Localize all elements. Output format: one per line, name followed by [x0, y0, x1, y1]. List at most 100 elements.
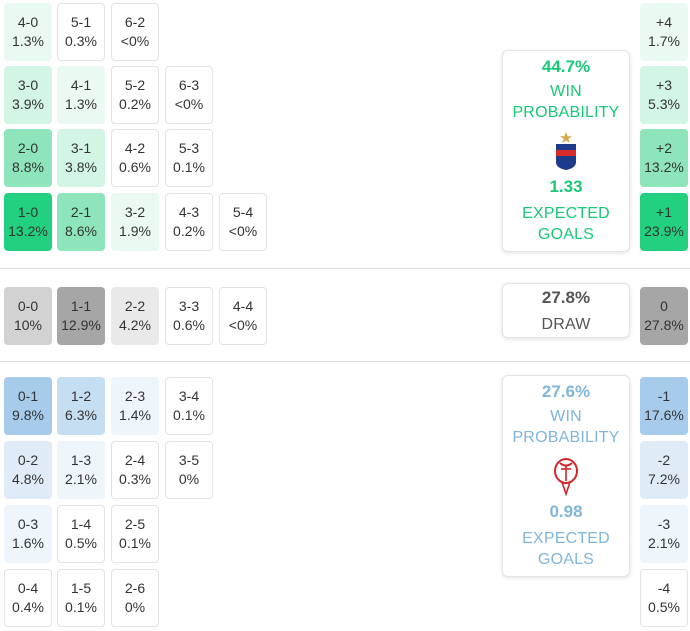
away-score-cell-probability: 0.4%	[12, 599, 44, 615]
away-score-cell: 1-2 6.3%	[57, 377, 105, 435]
away-win-label: WIN	[550, 408, 582, 425]
home-score-cell-probability: <0%	[228, 223, 258, 239]
away-score-cell: 3-4 0.1%	[165, 377, 213, 435]
away-score-cell-probability: 1.4%	[119, 407, 151, 423]
draw-score-cell-probability: 12.9%	[61, 317, 101, 333]
home-score-cell: 2-1 8.6%	[57, 193, 105, 251]
tigre-crest-icon	[556, 132, 576, 170]
draw-score-cell-label: 0-0	[17, 298, 39, 314]
home-score-cell-label: 5-4	[232, 204, 254, 220]
away-score-cell-probability: 0%	[178, 471, 200, 487]
home-win-label: WIN	[550, 83, 582, 100]
home-score-cell: 3-1 3.8%	[57, 129, 105, 187]
away-score-cell-label: 3-4	[178, 388, 200, 404]
home-score-cell-label: 3-0	[17, 77, 39, 93]
home-expected-label: EXPECTED	[522, 205, 610, 222]
draw-margin-cell-label: 0	[660, 298, 668, 314]
huracan-crest-icon	[554, 458, 578, 496]
home-summary-card: 44.7% WIN PROBABILITY 1.33 EXPECTED GOAL…	[502, 50, 630, 252]
home-score-cell: 5-3 0.1%	[165, 129, 213, 187]
home-score-cell-probability: 3.8%	[65, 159, 97, 175]
away-score-cell-probability: 4.8%	[12, 471, 44, 487]
home-score-cell-label: 2-1	[70, 204, 92, 220]
home-score-cell-probability: 0.6%	[119, 159, 151, 175]
home-score-cell: 3-2 1.9%	[111, 193, 159, 251]
away-score-cell-label: 1-2	[70, 388, 92, 404]
draw-margin-cell-probability: 27.8%	[644, 317, 684, 333]
away-score-cell-probability: 0.1%	[173, 407, 205, 423]
away-score-cell-probability: 0%	[124, 599, 146, 615]
home-score-cell-label: 6-2	[124, 14, 146, 30]
away-score-cell-probability: 2.1%	[65, 471, 97, 487]
away-score-cell: 2-6 0%	[111, 569, 159, 627]
home-score-cell: 2-0 8.8%	[4, 129, 52, 187]
home-score-cell-label: 5-2	[124, 77, 146, 93]
home-score-cell-label: 3-2	[124, 204, 146, 220]
away-margin-cell: -1 17.6%	[640, 377, 688, 435]
home-score-cell-probability: 1.3%	[12, 33, 44, 49]
away-score-cell-label: 0-2	[17, 452, 39, 468]
home-score-cell-probability: 1.3%	[65, 96, 97, 112]
away-score-cell-probability: 0.5%	[65, 535, 97, 551]
away-margin-cell: -2 7.2%	[640, 441, 688, 499]
away-margin-cell-label: -1	[657, 388, 671, 404]
home-score-cell-probability: 3.9%	[12, 96, 44, 112]
home-score-cell-label: 4-2	[124, 140, 146, 156]
away-margin-cell: -3 2.1%	[640, 505, 688, 563]
away-score-cell-label: 2-6	[124, 580, 146, 596]
home-score-cell-label: 5-1	[70, 14, 92, 30]
home-margin-cell-probability: 13.2%	[644, 159, 684, 175]
away-margin-cell-probability: 17.6%	[644, 407, 684, 423]
home-margin-cell: +4 1.7%	[640, 3, 688, 61]
home-score-cell-probability: 0.1%	[173, 159, 205, 175]
away-score-cell-label: 0-4	[17, 580, 39, 596]
away-score-cell-label: 2-3	[124, 388, 146, 404]
home-score-cell: 1-0 13.2%	[4, 193, 52, 251]
home-probability-label: PROBABILITY	[512, 104, 620, 121]
home-margin-cell-probability: 5.3%	[648, 96, 680, 112]
draw-probability: 27.8%	[541, 288, 591, 307]
home-margin-cell: +1 23.9%	[640, 193, 688, 251]
draw-summary-card: 27.8% DRAW	[502, 283, 630, 338]
draw-score-cell-probability: 0.6%	[173, 317, 205, 333]
home-score-cell-label: 2-0	[17, 140, 39, 156]
home-score-cell: 6-3 <0%	[165, 66, 213, 124]
away-margin-cell-label: -4	[657, 580, 671, 596]
away-margin-cell-probability: 7.2%	[648, 471, 680, 487]
home-score-cell-probability: <0%	[174, 96, 204, 112]
away-score-cell: 3-5 0%	[165, 441, 213, 499]
away-score-cell: 2-3 1.4%	[111, 377, 159, 435]
away-score-cell: 0-2 4.8%	[4, 441, 52, 499]
home-margin-cell: +3 5.3%	[640, 66, 688, 124]
away-margin-cell-label: -3	[657, 516, 671, 532]
draw-score-cell-probability: <0%	[228, 317, 258, 333]
home-win-probability: 44.7%	[541, 57, 591, 76]
draw-score-cell: 2-2 4.2%	[111, 287, 159, 345]
home-score-cell-probability: 0.2%	[119, 96, 151, 112]
draw-score-cell-label: 4-4	[232, 298, 254, 314]
away-score-cell-label: 0-3	[17, 516, 39, 532]
home-score-cell: 4-2 0.6%	[111, 129, 159, 187]
home-score-cell-label: 4-3	[178, 204, 200, 220]
home-score-cell: 3-0 3.9%	[4, 66, 52, 124]
away-score-cell: 2-4 0.3%	[111, 441, 159, 499]
away-score-cell: 2-5 0.1%	[111, 505, 159, 563]
section-divider	[0, 268, 690, 269]
away-score-cell-label: 1-4	[70, 516, 92, 532]
away-score-cell-probability: 0.1%	[65, 599, 97, 615]
draw-score-cell: 1-1 12.9%	[57, 287, 105, 345]
away-margin-cell-probability: 0.5%	[648, 599, 680, 615]
home-score-cell-probability: 13.2%	[8, 223, 48, 239]
away-margin-cell-probability: 2.1%	[648, 535, 680, 551]
home-score-cell: 4-1 1.3%	[57, 66, 105, 124]
home-score-cell: 5-1 0.3%	[57, 3, 105, 61]
draw-score-cell-label: 1-1	[70, 298, 92, 314]
draw-label: DRAW	[541, 316, 591, 333]
home-score-cell-label: 5-3	[178, 140, 200, 156]
away-score-cell: 1-4 0.5%	[57, 505, 105, 563]
away-score-cell-label: 0-1	[17, 388, 39, 404]
home-score-cell-label: 1-0	[17, 204, 39, 220]
away-summary-card: 27.6% WIN PROBABILITY 0.98 EXPECTED GOAL…	[502, 375, 630, 577]
home-score-cell: 6-2 <0%	[111, 3, 159, 61]
away-score-cell-probability: 9.8%	[12, 407, 44, 423]
